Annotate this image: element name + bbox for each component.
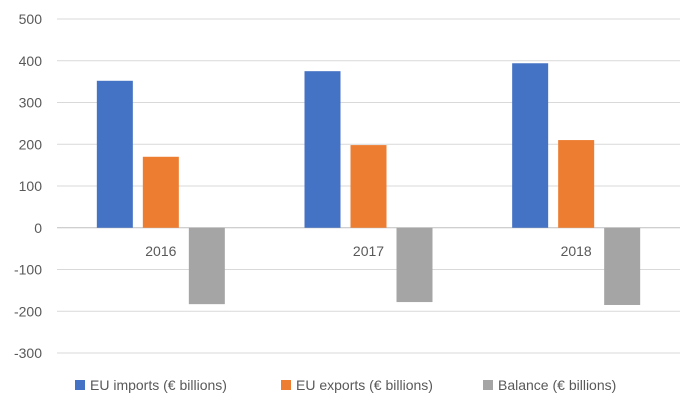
- legend-label: Balance (€ billions): [498, 377, 616, 393]
- bar-balance-2016: [188, 227, 225, 305]
- bar-exports-2017: [350, 145, 387, 228]
- bar-imports-2016: [96, 80, 133, 228]
- bar-exports-2018: [558, 140, 595, 228]
- x-category-label: 2017: [353, 243, 384, 259]
- y-tick-label: -200: [14, 303, 42, 319]
- x-category-label: 2016: [145, 243, 176, 259]
- category-labels: 2016 2017 2018: [145, 243, 592, 259]
- bar-imports-2017: [304, 71, 341, 228]
- legend-swatch: [483, 380, 493, 390]
- x-category-label: 2018: [561, 243, 592, 259]
- legend-swatch: [75, 380, 85, 390]
- bar-exports-2016: [142, 156, 179, 228]
- y-tick-label: 100: [19, 178, 43, 194]
- legend-swatch: [281, 380, 291, 390]
- y-axis-ticks: 500 400 300 200 100 0 -100 -200 -300: [14, 11, 42, 361]
- y-tick-label: 500: [19, 11, 43, 27]
- bar-balance-2017: [396, 227, 433, 303]
- bar-balance-2018: [604, 227, 641, 305]
- legend: EU imports (€ billions) EU exports (€ bil…: [75, 377, 616, 393]
- y-tick-label: -100: [14, 262, 42, 278]
- bars: [96, 63, 641, 305]
- y-tick-label: 400: [19, 53, 43, 69]
- y-tick-label: 300: [19, 95, 43, 111]
- legend-label: EU imports (€ billions): [90, 377, 227, 393]
- bar-imports-2018: [512, 63, 549, 228]
- y-tick-label: 0: [34, 220, 42, 236]
- y-tick-label: -300: [14, 345, 42, 361]
- y-tick-label: 200: [19, 136, 43, 152]
- legend-label: EU exports (€ billions): [296, 377, 433, 393]
